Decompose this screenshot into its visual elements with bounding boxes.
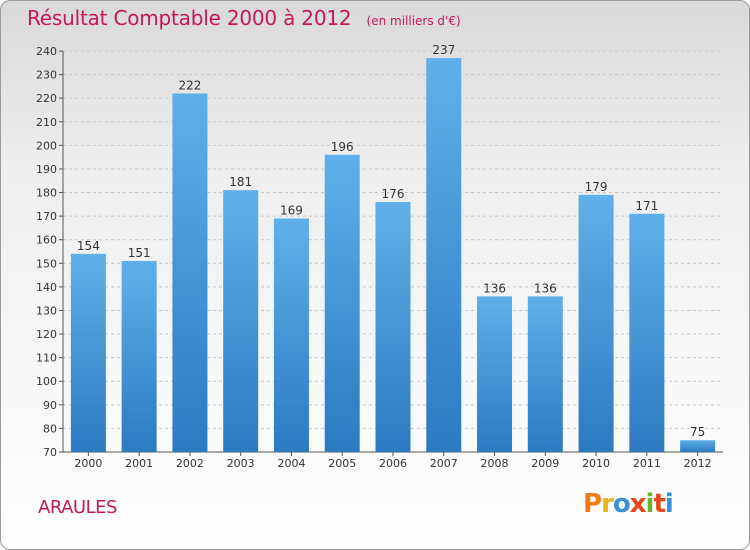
x-tick-label: 2001 [125,457,153,470]
y-tick-label: 90 [43,399,57,412]
data-label: 154 [77,239,100,253]
bar [273,218,309,452]
data-label: 75 [690,425,705,439]
data-label: 237 [432,43,455,57]
commune-name: ARAULES [38,497,117,518]
x-tick-label: 2002 [176,457,204,470]
y-tick-label: 140 [36,281,57,294]
y-tick-label: 220 [36,92,57,105]
data-label: 169 [280,203,303,217]
y-tick-label: 190 [36,163,57,176]
logo-letter: t [653,489,665,519]
x-tick-label: 2000 [74,457,102,470]
proxiti-logo: Proxiti [583,489,674,519]
x-tick-label: 2011 [633,457,661,470]
bar [426,58,462,452]
bar [172,93,208,452]
y-tick-label: 230 [36,69,57,82]
bar [477,296,513,452]
bar [375,201,411,452]
data-label: 196 [331,140,354,154]
y-tick-label: 130 [36,304,57,317]
y-tick-label: 70 [43,446,57,459]
bar [223,190,259,452]
y-tick-label: 80 [43,422,57,435]
unit-text: (en milliers d'€) [366,14,461,28]
data-label: 136 [534,281,557,295]
x-tick-label: 2008 [481,457,509,470]
y-tick-label: 180 [36,187,57,200]
x-tick-label: 2009 [531,457,559,470]
y-tick-label: 240 [36,45,57,58]
x-tick-label: 2004 [277,457,305,470]
y-tick-label: 110 [36,352,57,365]
bar [578,194,614,452]
logo-letter: i [664,489,674,519]
logo-letter: i [645,489,655,519]
logo-letter: r [601,489,614,519]
data-label: 151 [128,246,151,260]
data-label: 181 [229,175,252,189]
y-tick-label: 210 [36,116,57,129]
x-tick-label: 2007 [430,457,458,470]
bar [324,154,360,452]
y-tick-label: 170 [36,210,57,223]
logo-letter: o [612,489,631,519]
data-label: 179 [585,180,608,194]
bar [680,440,716,452]
title-text: Résultat Comptable 2000 à 2012 [27,6,352,30]
logo-letter: P [583,489,602,519]
x-tick-label: 2006 [379,457,407,470]
bar [70,253,106,452]
y-tick-label: 120 [36,328,57,341]
x-tick-label: 2003 [227,457,255,470]
x-tick-label: 2012 [684,457,712,470]
data-label: 176 [382,187,405,201]
y-tick-label: 150 [36,257,57,270]
bar [527,296,563,452]
x-tick-label: 2005 [328,457,356,470]
chart-title: Résultat Comptable 2000 à 2012 (en milli… [27,6,461,30]
data-label: 171 [635,199,658,213]
data-label: 222 [178,78,201,92]
y-tick-label: 200 [36,139,57,152]
bar [121,260,157,452]
data-label: 136 [483,281,506,295]
y-tick-label: 160 [36,234,57,247]
bar [629,213,665,452]
logo-letter: x [629,489,647,519]
y-tick-label: 100 [36,375,57,388]
x-tick-label: 2010 [582,457,610,470]
